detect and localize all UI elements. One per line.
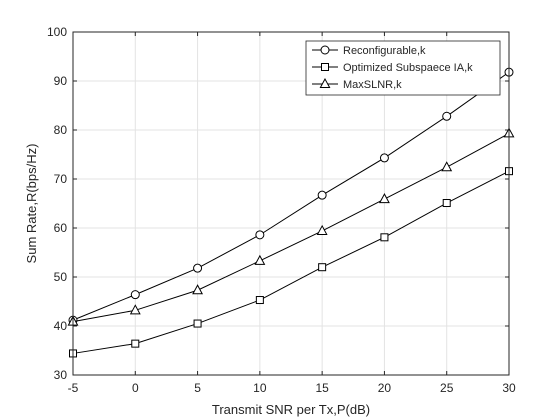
legend-marker-triangle bbox=[319, 77, 331, 88]
legend-marker-circle bbox=[320, 45, 330, 55]
y-tick-label: 40 bbox=[54, 319, 68, 333]
data-point-circle bbox=[442, 111, 452, 121]
data-point-triangle bbox=[316, 224, 328, 235]
x-tick-label: 20 bbox=[378, 381, 392, 395]
data-point-triangle bbox=[378, 193, 390, 204]
data-point-circle bbox=[255, 230, 265, 240]
data-point-circle bbox=[130, 290, 140, 300]
data-point-triangle bbox=[192, 284, 204, 295]
y-tick-label: 70 bbox=[54, 172, 68, 186]
plot-frame bbox=[72, 31, 510, 376]
legend: Reconfigurable,k Optimized Subspaece IA,k… bbox=[305, 40, 501, 96]
legend-label: Reconfigurable,k bbox=[343, 45, 426, 57]
x-axis-label: Transmit SNR per Tx,P(dB) bbox=[212, 402, 370, 417]
y-tick-label: 80 bbox=[54, 123, 68, 137]
series-line bbox=[72, 170, 510, 354]
ticks: -5 0 5 10 15 20 25 30 30 40 50 60 70 80 90 100 bbox=[47, 25, 516, 395]
series-triangle bbox=[67, 127, 515, 326]
data-point-triangle bbox=[254, 254, 266, 265]
data-point-triangle bbox=[441, 161, 453, 172]
legend-label: Optimized Subspaece IA,k bbox=[343, 62, 473, 74]
data-point-square bbox=[318, 263, 327, 272]
y-tick-label: 50 bbox=[54, 270, 68, 284]
series-line bbox=[72, 132, 510, 323]
data-point-circle bbox=[317, 190, 327, 200]
data-point-triangle bbox=[129, 304, 141, 315]
data-point-square bbox=[380, 233, 389, 242]
data-point-square bbox=[193, 319, 202, 328]
legend-marker-square bbox=[321, 63, 329, 71]
y-tick-label: 60 bbox=[54, 221, 68, 235]
legend-box bbox=[305, 40, 501, 96]
y-tick-label: 30 bbox=[54, 368, 68, 382]
x-tick-label: -5 bbox=[68, 381, 79, 395]
data-point-circle bbox=[379, 153, 389, 163]
x-tick-label: 0 bbox=[132, 381, 139, 395]
x-tick-label: 10 bbox=[253, 381, 267, 395]
data-point-square bbox=[131, 339, 140, 348]
x-tick-label: 30 bbox=[502, 381, 516, 395]
data-point-square bbox=[255, 296, 264, 305]
x-tick-label: 5 bbox=[194, 381, 201, 395]
y-axis-label: Sum Rate,R(bps/Hz) bbox=[24, 144, 39, 264]
data-point-circle bbox=[193, 263, 203, 273]
data-point-square bbox=[442, 199, 451, 208]
y-tick-label: 100 bbox=[47, 25, 67, 39]
x-tick-label: 15 bbox=[315, 381, 329, 395]
x-tick-label: 25 bbox=[440, 381, 454, 395]
series-line bbox=[72, 71, 510, 321]
legend-label: MaxSLNR,k bbox=[343, 79, 402, 91]
y-tick-label: 90 bbox=[54, 74, 68, 88]
